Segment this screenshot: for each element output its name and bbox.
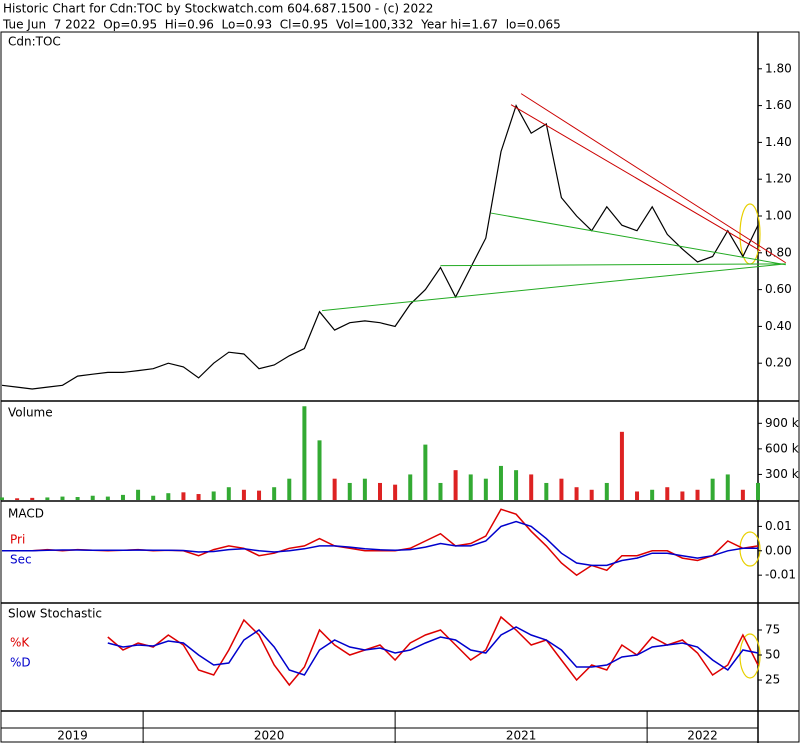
volume-bar (60, 496, 65, 500)
legend-label: Sec (10, 553, 32, 567)
y-tick-label: 25 (765, 673, 780, 687)
volume-bar (589, 489, 594, 500)
trendline (520, 93, 786, 264)
volume-bar (75, 497, 80, 500)
volume-bar (105, 496, 110, 500)
indicator-line (107, 615, 759, 687)
y-tick-label: 600 k (765, 441, 799, 455)
header-line1: Historic Chart for Cdn:TOC by Stockwatch… (3, 2, 433, 16)
volume-bar (347, 482, 352, 500)
y-tick-label: 1.20 (765, 172, 792, 186)
volume-bar (136, 489, 141, 500)
volume-bar (423, 444, 428, 500)
volume-bar (181, 492, 186, 500)
panel-title: MACD (8, 507, 44, 521)
volume-bar (332, 478, 337, 500)
y-tick-label: 1.80 (765, 61, 792, 75)
volume-bar (226, 487, 231, 500)
y-tick-label: 0.40 (765, 319, 792, 333)
volume-bar (30, 497, 35, 500)
trendline (510, 104, 761, 252)
volume-bar (529, 474, 534, 500)
trendline (321, 263, 786, 312)
volume-bar (559, 478, 564, 500)
x-tick-label: 2019 (57, 729, 88, 743)
volume-bar (635, 491, 640, 500)
legend-label: Pri (10, 533, 25, 547)
y-tick-label: -0.01 (765, 568, 796, 582)
x-tick-label: 2022 (687, 729, 718, 743)
volume-bar (272, 487, 277, 500)
indicator-line (107, 626, 759, 676)
panel-title: Slow Stochastic (8, 607, 102, 621)
y-tick-label: 0.80 (765, 245, 792, 259)
volume-bar (695, 489, 700, 500)
volume-bar (211, 491, 216, 500)
volume-bar (151, 495, 156, 500)
highlight (739, 633, 761, 679)
volume-bar (196, 494, 201, 500)
volume-bar (408, 474, 413, 500)
volume-bar (756, 482, 760, 500)
volume-bar (468, 474, 473, 500)
volume-bar (15, 498, 20, 500)
y-tick-label: 50 (765, 648, 780, 662)
x-tick-label: 2021 (506, 729, 537, 743)
volume-bar (317, 440, 322, 500)
y-tick-label: 0.60 (765, 282, 792, 296)
trendline (440, 263, 786, 267)
legend-label: %K (10, 636, 30, 650)
y-tick-label: 75 (765, 623, 780, 637)
volume-bar (514, 470, 519, 500)
volume-bar (680, 491, 685, 500)
indicator-line (2, 520, 758, 567)
volume-bar (287, 478, 292, 500)
volume-bar (90, 495, 95, 500)
volume-bar (241, 489, 246, 500)
volume-bar (725, 474, 730, 500)
volume-bar (574, 487, 579, 500)
volume-bar (650, 489, 655, 500)
volume-bar (438, 482, 443, 500)
volume-bar (257, 490, 262, 500)
trendline (490, 212, 786, 266)
panel-title: Cdn:TOC (8, 35, 61, 49)
volume-bar (166, 493, 171, 500)
y-tick-label: 1.60 (765, 98, 792, 112)
volume-bar (453, 470, 458, 500)
x-tick-label: 2020 (254, 729, 285, 743)
y-tick-label: 0.01 (765, 519, 792, 533)
volume-bar (302, 406, 307, 500)
volume-bar (498, 465, 503, 500)
volume-bar (665, 487, 670, 500)
price-line (1, 104, 759, 390)
frame (0, 31, 800, 743)
volume-bar (483, 478, 488, 500)
volume-bar (604, 482, 609, 500)
y-tick-label: 0.00 (765, 543, 792, 557)
volume-bar (710, 478, 715, 500)
y-tick-label: 1.00 (765, 209, 792, 223)
volume-bar (45, 497, 50, 500)
y-tick-label: 1.40 (765, 135, 792, 149)
volume-bar (120, 494, 125, 500)
volume-bar (544, 482, 549, 500)
volume-bar (0, 497, 4, 500)
volume-bar (619, 431, 624, 500)
volume-bar (378, 482, 382, 500)
header-line2: Tue Jun 7 2022 Op=0.95 Hi=0.96 Lo=0.93 C… (2, 18, 561, 32)
y-tick-label: 300 k (765, 467, 799, 481)
y-tick-label: 0.20 (765, 356, 792, 370)
panel-title: Volume (8, 406, 53, 420)
legend-label: %D (10, 656, 31, 670)
y-tick-label: 900 k (765, 416, 799, 430)
volume-bar (740, 489, 745, 500)
volume-bar (393, 484, 398, 500)
volume-bar (362, 478, 367, 500)
